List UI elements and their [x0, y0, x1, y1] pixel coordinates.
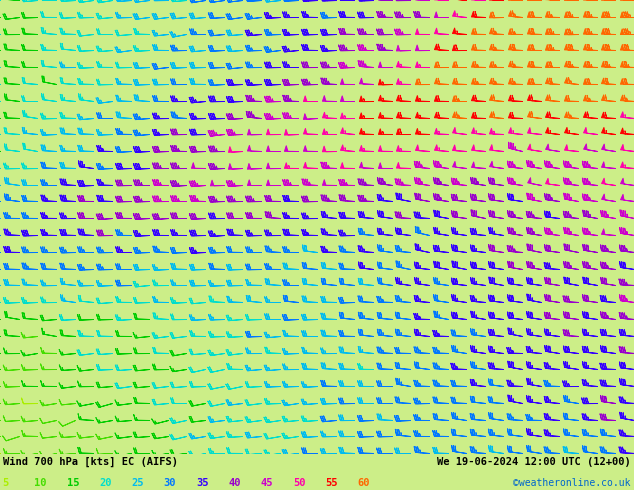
Text: 25: 25: [131, 478, 144, 488]
Text: We 19-06-2024 12:00 UTC (12+00): We 19-06-2024 12:00 UTC (12+00): [437, 457, 631, 467]
Text: Wind 700 hPa [kts] EC (AIFS): Wind 700 hPa [kts] EC (AIFS): [3, 457, 178, 467]
Text: 60: 60: [358, 478, 370, 488]
Text: 30: 30: [164, 478, 176, 488]
Text: 35: 35: [196, 478, 209, 488]
Text: 55: 55: [325, 478, 338, 488]
Text: 50: 50: [293, 478, 306, 488]
Text: 10: 10: [34, 478, 47, 488]
Text: 5: 5: [2, 478, 8, 488]
Text: 20: 20: [99, 478, 112, 488]
Text: 45: 45: [261, 478, 273, 488]
Text: 15: 15: [67, 478, 79, 488]
Text: 40: 40: [228, 478, 241, 488]
Text: ©weatheronline.co.uk: ©weatheronline.co.uk: [514, 478, 631, 488]
